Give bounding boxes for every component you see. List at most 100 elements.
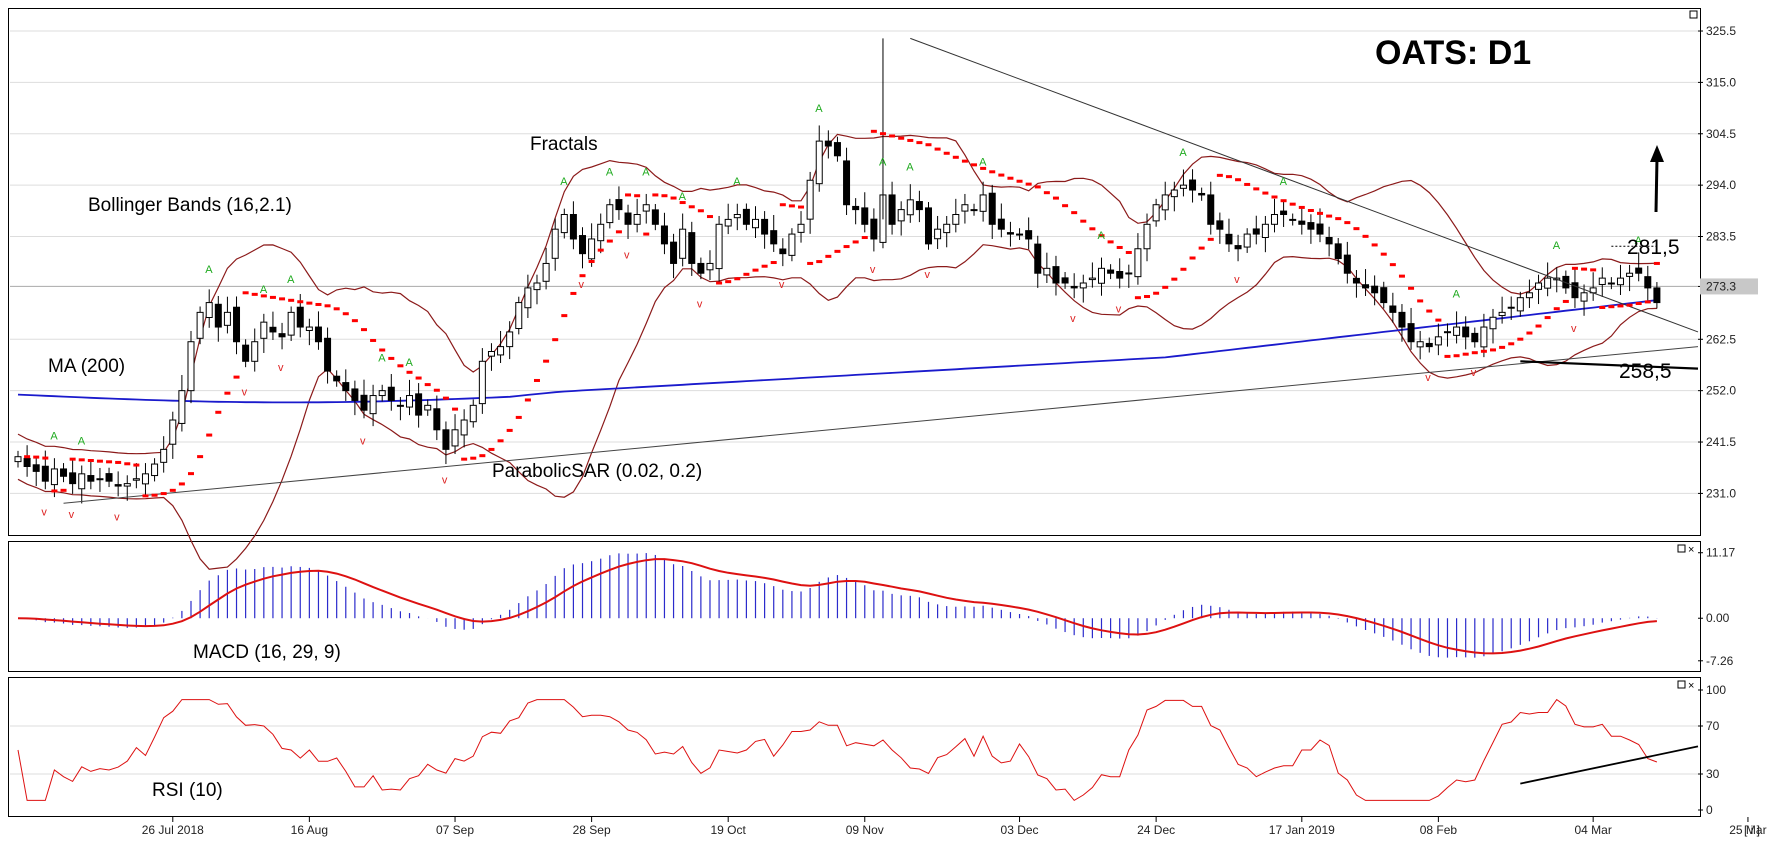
fractal-down-marker: v	[1425, 372, 1431, 384]
parabolic-sar-dot	[1298, 205, 1305, 209]
candle-body	[1362, 284, 1370, 289]
parabolic-sar-dot	[442, 396, 449, 400]
candle-body	[560, 214, 568, 234]
fractal-up-marker: A	[1097, 230, 1105, 242]
parabolic-sar-dot	[169, 488, 176, 492]
candle-body	[1544, 277, 1552, 289]
parabolic-sar-dot	[661, 194, 668, 198]
price-ytick-label: 273.3	[1706, 279, 1736, 293]
candle-body	[187, 341, 195, 392]
candle-body	[542, 262, 550, 282]
candle-body	[123, 483, 131, 487]
candle-body	[870, 218, 878, 240]
level-label-lower: 258,5	[1619, 360, 1672, 383]
candle-body	[351, 388, 359, 401]
candle-body	[396, 404, 404, 407]
parabolic-sar-dot	[579, 274, 586, 278]
parabolic-sar-dot	[907, 138, 914, 142]
fractal-up-marker: A	[979, 157, 987, 169]
candle-body	[50, 468, 58, 486]
parabolic-sar-dot	[1144, 295, 1151, 299]
xtick-label: 04 Mar	[1574, 823, 1611, 837]
current-price-tag	[1700, 278, 1758, 295]
parabolic-sar-dot	[1508, 342, 1515, 346]
rsi-ytick-label: 30	[1706, 767, 1720, 781]
parabolic-sar-dot	[825, 254, 832, 258]
parabolic-sar-dot	[1535, 324, 1542, 328]
parabolic-sar-dot	[452, 407, 459, 411]
fractal-up-marker: A	[1635, 235, 1643, 247]
parabolic-sar-dot	[78, 458, 85, 462]
parabolic-sar-dot	[1153, 291, 1160, 295]
candle-body	[23, 457, 31, 467]
candle-body	[660, 225, 668, 245]
fractal-up-marker: A	[1453, 289, 1461, 301]
candle-body	[1016, 233, 1024, 236]
xtick-label: 25 Mar	[1729, 823, 1766, 837]
candle-body	[1480, 326, 1488, 348]
candle-body	[1443, 331, 1451, 334]
candle-body	[579, 235, 587, 255]
candle-body	[615, 199, 623, 211]
candle-body	[1006, 232, 1014, 235]
parabolic-sar-dot	[1490, 348, 1497, 352]
xtick-label: 16 Aug	[291, 823, 328, 837]
fractal-up-marker: A	[260, 284, 268, 296]
fractal-down-marker: v	[1116, 303, 1122, 315]
parabolic-sar-dot	[1499, 345, 1506, 349]
macd-ytick-label: -7.26	[1706, 654, 1734, 668]
fractal-up-marker: A	[733, 176, 741, 188]
candle-body	[833, 142, 841, 157]
parabolic-sar-dot	[433, 388, 440, 392]
parabolic-sar-dot	[588, 259, 595, 263]
parabolic-sar-dot	[561, 314, 568, 318]
candle-body	[1170, 189, 1178, 198]
candle-body	[314, 326, 322, 343]
fractal-down-marker: v	[1571, 323, 1577, 335]
candle-body	[533, 282, 541, 291]
parabolic-sar-dot	[461, 457, 468, 461]
rsi-panel-controls-icon[interactable]: ×	[1677, 680, 1694, 692]
parabolic-sar-dot	[1617, 304, 1624, 308]
candle-body	[1352, 277, 1360, 284]
candle-body	[1088, 277, 1096, 281]
candle-body	[988, 192, 996, 225]
parabolic-sar-dot	[297, 300, 304, 304]
fractal-down-marker: v	[442, 475, 448, 487]
candle-body	[251, 341, 259, 362]
price-ytick-label: 241.5	[1706, 435, 1736, 449]
price-ytick-label: 325.5	[1706, 24, 1736, 38]
parabolic-sar-dot	[670, 196, 677, 200]
candle-body	[1107, 269, 1115, 274]
candle-body	[1270, 214, 1278, 225]
candle-body	[1644, 276, 1652, 289]
parabolic-sar-dot	[1371, 243, 1378, 247]
parabolic-sar-dot	[1426, 309, 1433, 313]
macd-panel-controls-icon[interactable]: ×	[1677, 544, 1694, 556]
parabolic-sar-dot	[142, 494, 149, 498]
parabolic-sar-dot	[96, 459, 103, 463]
candle-body	[670, 241, 678, 264]
parabolic-sar-dot	[1517, 337, 1524, 341]
candle-body	[1025, 230, 1033, 240]
parabolic-sar-dot	[1362, 234, 1369, 238]
parabolic-sar-dot	[1653, 261, 1660, 265]
parabolic-sar-dot	[479, 454, 486, 458]
parabolic-sar-dot	[360, 328, 367, 332]
candle-body	[387, 386, 395, 401]
scroll-info-icon[interactable]: [ i ]	[1744, 823, 1760, 837]
candle-body	[642, 204, 650, 212]
xtick-label: 17 Jan 2019	[1269, 823, 1335, 837]
candle-body	[141, 473, 149, 485]
candle-body	[1516, 297, 1524, 312]
candle-body	[797, 223, 805, 233]
parabolic-sar-dot	[42, 456, 49, 460]
candle-body	[105, 473, 113, 482]
candle-body	[1635, 267, 1643, 274]
candle-body	[624, 212, 632, 225]
candle-body	[342, 382, 350, 392]
price-ytick-label: 304.5	[1706, 127, 1736, 141]
candle-body	[233, 306, 241, 343]
price-panel-maximize-icon[interactable]	[1689, 10, 1698, 19]
